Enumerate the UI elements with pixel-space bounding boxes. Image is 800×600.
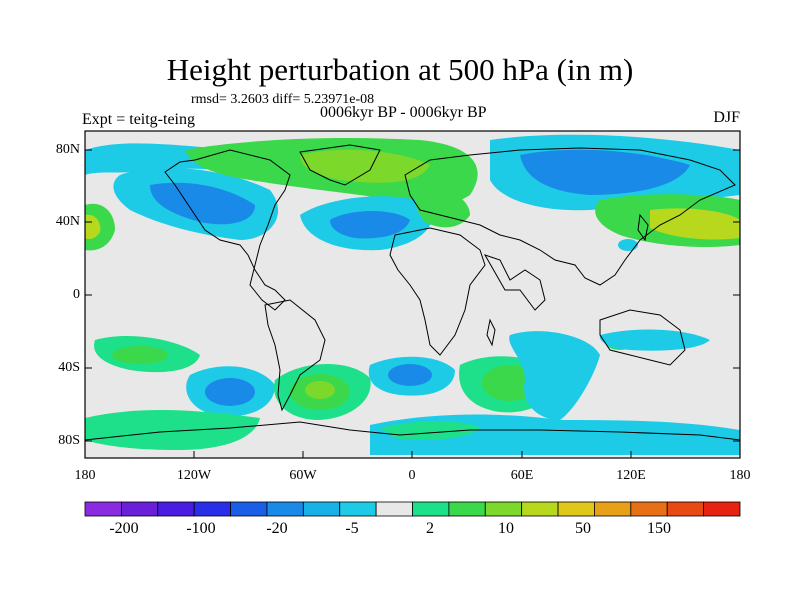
contour-fill <box>85 134 740 455</box>
lon-tick-marks <box>84 451 741 458</box>
coastlines <box>85 144 740 441</box>
lat-label-40s: 40S <box>58 360 80 375</box>
colorbar-label: -200 <box>109 520 139 537</box>
colorbar-label: -5 <box>345 520 359 537</box>
lon-label-60w: 60W <box>289 468 317 483</box>
experiment-label: Expt = teitg-teing <box>82 111 195 128</box>
period-label: 0006kyr BP - 0006kyr BP <box>320 104 487 121</box>
colorbar-swatch <box>594 501 632 517</box>
map-title: Height perturbation at 500 hPa (in m) <box>166 52 634 87</box>
colorbar-label: 2 <box>426 520 434 537</box>
colorbar-swatch <box>84 501 122 517</box>
colorbar-swatch <box>703 501 741 517</box>
colorbar-swatch <box>375 501 413 517</box>
colorbar-swatch <box>193 501 231 517</box>
lat-label-0: 0 <box>73 287 80 302</box>
lat-label-40n: 40N <box>55 214 80 229</box>
colorbar-label: -100 <box>186 520 216 537</box>
colorbar-swatch <box>630 501 668 517</box>
colorbar-swatch <box>266 501 304 517</box>
colorbar-swatch <box>120 501 159 517</box>
colorbar-swatch <box>666 501 705 517</box>
colorbar-swatch <box>484 501 523 517</box>
colorbar-swatch <box>412 501 450 517</box>
lat-label-80s: 80S <box>58 433 80 448</box>
colorbar-swatch <box>448 501 486 517</box>
colorbar-swatch <box>230 501 268 517</box>
lon-label-60e: 60E <box>510 468 534 483</box>
colorbar-swatch <box>521 501 559 517</box>
lon-label-0: 0 <box>408 468 416 483</box>
colorbar-label: 10 <box>498 520 514 537</box>
colorbar-swatch <box>339 501 377 517</box>
lon-label-180w: 180 <box>74 468 96 483</box>
colorbar <box>84 501 741 517</box>
season-label: DJF <box>713 109 740 126</box>
stats-label: rmsd= 3.2603 diff= 5.23971e-08 <box>191 92 375 107</box>
lon-label-120w: 120W <box>176 468 212 483</box>
lon-label-180e: 180 <box>729 468 751 483</box>
colorbar-swatch <box>557 501 595 517</box>
colorbar-swatch <box>157 501 195 517</box>
lon-label-120e: 120E <box>616 468 646 483</box>
colorbar-label: -20 <box>266 520 288 537</box>
colorbar-swatch <box>302 501 341 517</box>
colorbar-label: 150 <box>647 520 671 537</box>
lat-tick-marks <box>85 149 740 442</box>
colorbar-label: 50 <box>575 520 591 537</box>
lat-label-80n: 80N <box>55 142 80 157</box>
